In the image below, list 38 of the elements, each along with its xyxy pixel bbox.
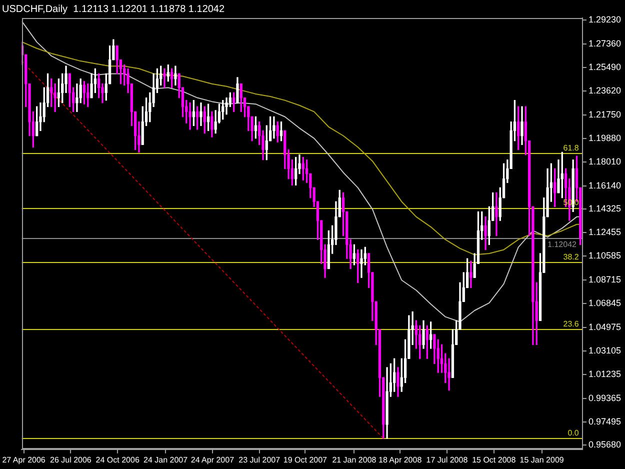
x-tick-label: 24 Jan 2007 [144, 455, 188, 464]
x-tick-label: 23 Jul 2007 [238, 455, 281, 464]
x-tick-label: 19 Oct 2007 [283, 455, 328, 464]
y-tick-label: 0.95680 [588, 439, 622, 450]
chart-title: USDCHF,Daily 1.12113 1.12201 1.11878 1.12042 [2, 4, 225, 15]
y-tick-label: 0.97495 [588, 416, 622, 426]
y-tick-label: 1.14325 [588, 203, 622, 214]
annotation: 61.8 [563, 144, 580, 153]
ref-line-label: 1.12042 [548, 240, 578, 249]
y-tick-label: 1.18010 [588, 156, 622, 167]
y-tick-label: 1.21750 [588, 109, 622, 120]
y-tick-label: 1.08715 [588, 274, 622, 284]
x-tick-label: 15 Jan 2009 [520, 455, 564, 464]
annotation: 50.0 [563, 198, 580, 208]
x-tick-label: 26 Jul 2006 [50, 455, 92, 464]
y-tick-label: 1.23620 [588, 86, 622, 96]
y-tick-label: 1.10585 [588, 250, 622, 261]
y-tick-label: 1.16140 [588, 180, 622, 190]
annotation: 38.2 [563, 252, 580, 262]
x-tick-label: 24 Apr 2007 [190, 455, 235, 464]
y-tick-label: 1.12455 [588, 227, 622, 238]
x-tick-label: 21 Jan 2008 [332, 455, 377, 464]
annotation: 23.6 [563, 320, 580, 329]
y-tick-label: 1.03105 [588, 345, 622, 356]
x-tick-label: 15 Oct 2008 [472, 455, 516, 464]
y-tick-label: 1.19880 [588, 133, 622, 144]
x-tick-label: 18 Apr 2008 [378, 455, 422, 464]
x-tick-label: 24 Oct 2006 [96, 455, 140, 464]
x-tick-label: 27 Apr 2006 [2, 455, 46, 464]
y-tick-label: 1.01235 [588, 369, 622, 380]
x-tick-label: 17 Jul 2008 [426, 455, 468, 464]
y-tick-label: 1.25490 [588, 62, 622, 72]
y-tick-label: 1.06845 [588, 298, 622, 308]
annotation: 0.0 [568, 428, 580, 438]
y-tick-label: 1.29230 [588, 14, 622, 25]
y-tick-label: 0.99365 [588, 392, 622, 403]
y-tick-label: 1.04975 [588, 322, 622, 332]
y-tick-label: 1.27360 [588, 38, 622, 48]
